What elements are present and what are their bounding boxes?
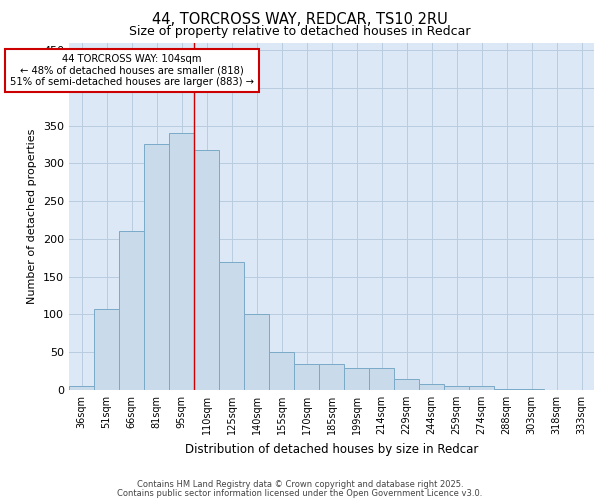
Bar [519,389,544,390]
Bar [494,389,519,390]
Bar [369,368,394,390]
X-axis label: Distribution of detached houses by size in Redcar: Distribution of detached houses by size … [185,442,478,456]
Bar [144,144,169,390]
Text: 44, TORCROSS WAY, REDCAR, TS10 2RU: 44, TORCROSS WAY, REDCAR, TS10 2RU [152,12,448,28]
Bar [244,314,269,390]
Bar [294,364,319,390]
Text: Size of property relative to detached houses in Redcar: Size of property relative to detached ho… [129,25,471,38]
Text: Contains HM Land Registry data © Crown copyright and database right 2025.: Contains HM Land Registry data © Crown c… [137,480,463,489]
Bar [419,384,444,390]
Bar [69,386,94,390]
Bar [169,133,194,390]
Text: 44 TORCROSS WAY: 104sqm
← 48% of detached houses are smaller (818)
51% of semi-d: 44 TORCROSS WAY: 104sqm ← 48% of detache… [10,54,254,87]
Bar [119,230,144,390]
Bar [94,309,119,390]
Bar [344,368,369,390]
Bar [219,262,244,390]
Bar [194,150,219,390]
Text: Contains public sector information licensed under the Open Government Licence v3: Contains public sector information licen… [118,488,482,498]
Bar [444,386,469,390]
Bar [469,386,494,390]
Bar [269,352,294,390]
Y-axis label: Number of detached properties: Number of detached properties [28,128,37,304]
Bar [394,378,419,390]
Bar [319,364,344,390]
